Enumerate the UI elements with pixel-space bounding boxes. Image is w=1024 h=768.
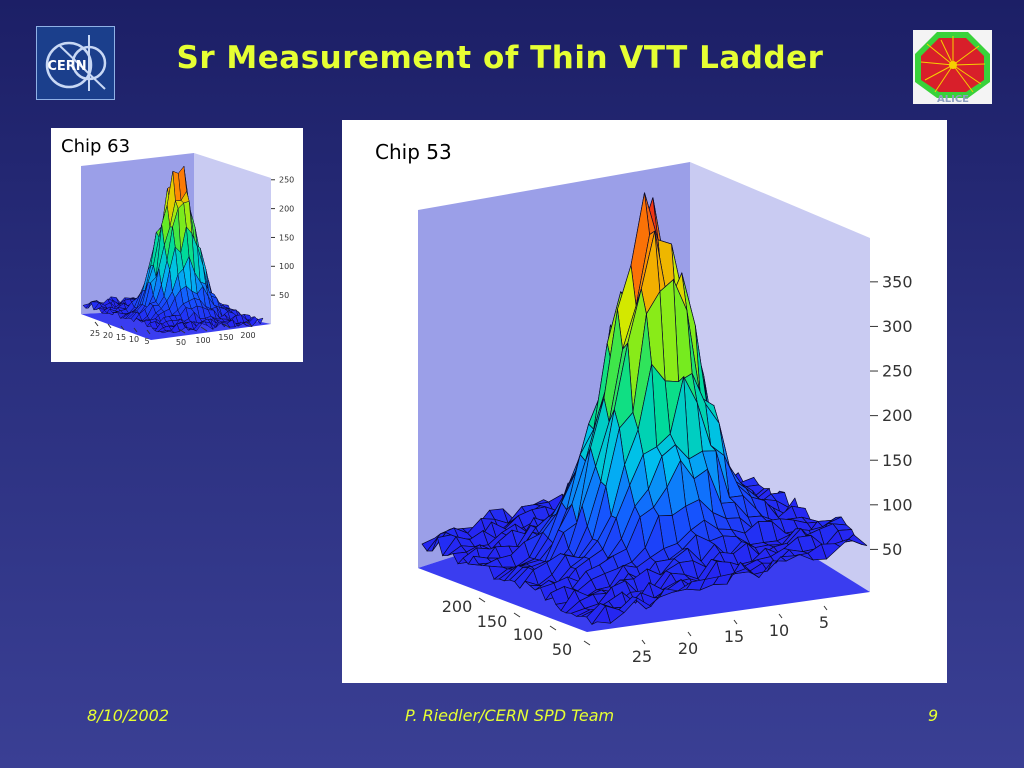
x-tick-label: 150 bbox=[218, 333, 233, 342]
x-tick-label: 200 bbox=[240, 331, 255, 340]
y-tick-mark bbox=[641, 639, 646, 645]
y-tick-label: 10 bbox=[769, 621, 789, 640]
z-tick-label: 100 bbox=[279, 262, 294, 271]
z-tick-label: 200 bbox=[882, 406, 913, 425]
z-tick-label: 200 bbox=[279, 204, 294, 213]
x-tick-label: 50 bbox=[176, 338, 186, 347]
x-tick-mark bbox=[245, 321, 253, 327]
x-tick-mark bbox=[549, 625, 557, 631]
x-tick-mark bbox=[583, 640, 591, 646]
y-tick-mark bbox=[120, 325, 125, 331]
y-tick-label: 25 bbox=[90, 329, 100, 338]
alice-logo-text: ALICE bbox=[937, 94, 969, 104]
x-tick-label: 100 bbox=[195, 336, 210, 345]
y-tick-label: 15 bbox=[724, 627, 744, 646]
alice-logo: ALICE bbox=[913, 30, 992, 105]
z-tick-label: 350 bbox=[882, 272, 913, 291]
y-tick-label: 20 bbox=[678, 639, 698, 658]
z-tick-label: 50 bbox=[279, 291, 289, 300]
y-tick-label: 5 bbox=[819, 613, 829, 632]
slide-title: Sr Measurement of Thin VTT Ladder bbox=[176, 40, 824, 76]
x-tick-label: 150 bbox=[477, 612, 508, 631]
chip63-panel: Chip 63 50 100 150 200 250 50 100 150 200 25 20 15 1… bbox=[51, 128, 303, 362]
x-tick-mark bbox=[200, 326, 208, 332]
y-tick-label: 20 bbox=[103, 331, 113, 340]
surface-mesh bbox=[421, 192, 868, 626]
z-tick-label: 100 bbox=[882, 495, 913, 514]
z-tick-label: 250 bbox=[279, 176, 294, 185]
x-tick-label: 50 bbox=[552, 640, 572, 659]
chip53-panel: Chip 53 50 100 150 200 250 300 350 200 150 100 50 2… bbox=[342, 120, 947, 683]
cern-logo: CERN bbox=[36, 26, 115, 100]
z-tick-label: 150 bbox=[279, 233, 294, 242]
chip63-label: Chip 63 bbox=[61, 136, 131, 157]
x-tick-label: 100 bbox=[513, 625, 544, 644]
z-tick-label: 50 bbox=[882, 540, 902, 559]
footer-page-number: 9 bbox=[928, 706, 939, 725]
x-tick-mark bbox=[223, 323, 231, 329]
z-tick-label: 300 bbox=[882, 317, 913, 336]
chip53-label: Chip 53 bbox=[375, 140, 452, 164]
footer-date: 8/10/2002 bbox=[87, 706, 170, 725]
y-tick-label: 15 bbox=[116, 333, 126, 342]
footer-author: P. Riedler/CERN SPD Team bbox=[405, 706, 615, 725]
y-tick-mark bbox=[133, 327, 138, 333]
y-tick-mark bbox=[94, 321, 99, 327]
y-tick-label: 25 bbox=[632, 647, 652, 666]
x-tick-label: 200 bbox=[442, 597, 473, 616]
y-tick-label: 10 bbox=[129, 335, 139, 344]
y-tick-mark bbox=[778, 613, 783, 619]
z-tick-label: 150 bbox=[882, 451, 913, 470]
surface-facet bbox=[159, 330, 169, 334]
y-tick-mark bbox=[687, 631, 692, 637]
x-tick-mark bbox=[513, 612, 521, 618]
x-tick-mark bbox=[478, 597, 486, 603]
y-tick-mark bbox=[733, 619, 738, 625]
z-tick-label: 250 bbox=[882, 362, 913, 381]
y-tick-mark bbox=[107, 323, 112, 329]
surface-facet bbox=[591, 605, 611, 625]
chip63-surface-chart: 50 100 150 200 250 50 100 150 200 25 20 15 10 5 bbox=[81, 153, 294, 347]
cern-logo-text: CERN bbox=[47, 59, 86, 74]
y-tick-mark bbox=[823, 605, 828, 611]
x-tick-mark bbox=[178, 328, 186, 334]
side-wall bbox=[194, 153, 271, 324]
y-tick-label: 5 bbox=[144, 337, 149, 346]
y-tick-mark bbox=[146, 329, 151, 335]
surface-mesh bbox=[82, 165, 264, 334]
